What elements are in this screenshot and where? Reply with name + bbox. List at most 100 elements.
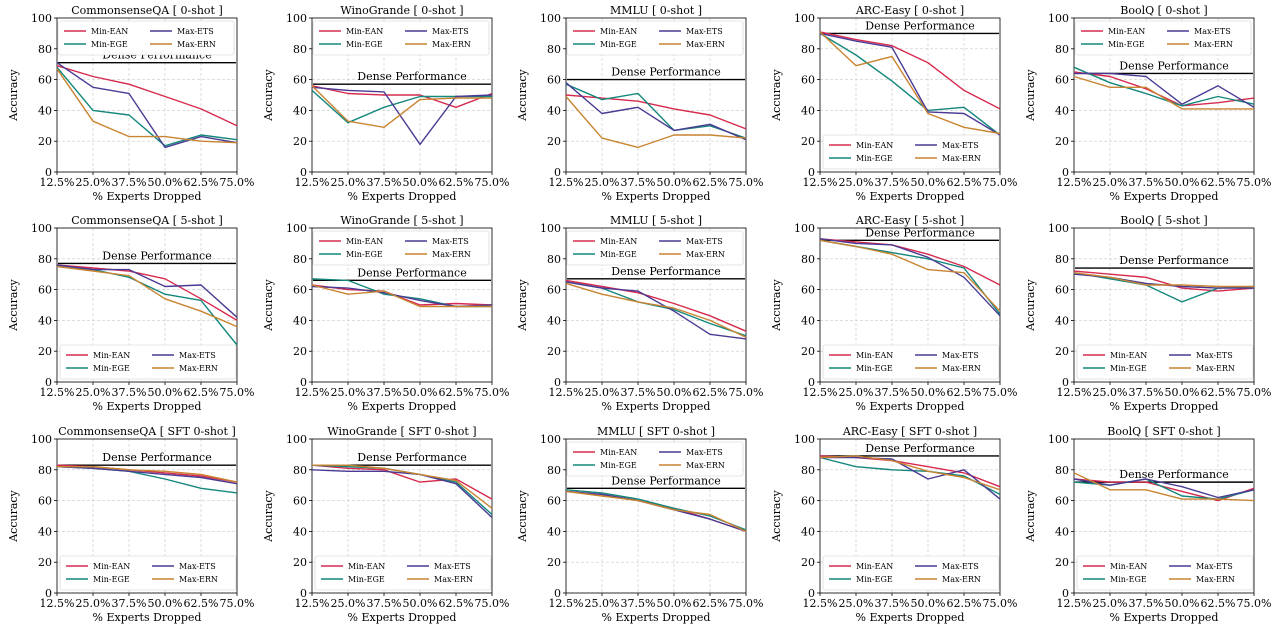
series-line-max-ets [819, 238, 1001, 317]
legend-entry: Max-ETS [432, 237, 469, 246]
x-tick-label: 12.5% [549, 386, 584, 399]
plot-frame [1073, 227, 1255, 383]
legend [312, 230, 490, 266]
x-tick-label: 75.0% [729, 597, 764, 610]
legend-entry: Min-EAN [1110, 351, 1147, 360]
y-axis-label: Accuracy [262, 68, 275, 121]
y-tick-label: 100 [540, 12, 561, 25]
x-axis-label: % Experts Dropped [348, 400, 457, 413]
legend-entry: Min-EGE [93, 364, 130, 373]
x-tick-label: 25.0% [76, 386, 111, 399]
x-tick-label: 12.5% [803, 597, 838, 610]
y-tick-label: 80 [801, 253, 815, 266]
y-tick-label: 80 [38, 464, 52, 477]
y-tick-label: 60 [293, 284, 307, 297]
x-tick-label: 25.0% [1093, 176, 1128, 189]
legend-entry: Max-ERN [432, 250, 471, 259]
x-tick-label: 37.5% [621, 176, 656, 189]
legend-entry: Min-EGE [600, 461, 637, 470]
legend-entry: Max-ERN [942, 154, 981, 163]
y-tick-label: 0 [45, 376, 52, 389]
x-tick-label: 25.0% [76, 597, 111, 610]
series-line-max-ets [56, 62, 238, 149]
x-axis-label: % Experts Dropped [856, 400, 965, 413]
subplot-title: CommonsenseQA [ 0-shot ] [71, 4, 223, 17]
subplot: CommonsenseQA [ 0-shot ] 0 20 40 60 80 100 12.5… [7, 4, 254, 203]
subplot: WinoGrande [ 0-shot ] 0 20 40 60 80 100 12.5% 25… [262, 4, 509, 203]
legend [1076, 344, 1254, 380]
subplot: MMLU [ 0-shot ] 0 20 40 60 80 100 12.5% 25.0% 37.… [516, 4, 763, 203]
x-tick-label: 50.0% [911, 176, 946, 189]
y-tick-label: 20 [38, 556, 52, 569]
x-tick-label: 37.5% [875, 176, 910, 189]
series-line-min-ean [565, 490, 747, 533]
x-axis-label: % Experts Dropped [602, 400, 711, 413]
series-line-min-ean [1073, 71, 1255, 107]
x-tick-label: 62.5% [947, 386, 982, 399]
series-line-max-ets [565, 281, 747, 340]
subplot: ARC-Easy [ SFT 0-shot ] 0 20 40 60 80 100 12.5%… [770, 425, 1017, 624]
x-tick-label: 12.5% [295, 386, 330, 399]
dense-label: Dense Performance [1119, 254, 1228, 267]
subplot: CommonsenseQA [ SFT 0-shot ] 0 20 40 60 80 100… [7, 425, 254, 624]
y-tick-label: 20 [1055, 556, 1069, 569]
x-tick-label: 75.0% [1237, 597, 1272, 610]
subplot-title: ARC-Easy [ 0-shot ] [855, 4, 964, 17]
y-tick-label: 40 [293, 104, 307, 117]
y-tick-label: 40 [801, 525, 815, 538]
series-line-min-ege [565, 489, 747, 531]
legend-entry: Max-ETS [179, 562, 216, 571]
x-tick-label: 25.0% [331, 176, 366, 189]
x-tick-label: 12.5% [803, 386, 838, 399]
legend [822, 134, 1000, 170]
x-tick-label: 12.5% [40, 386, 75, 399]
legend-entry: Max-ETS [942, 351, 979, 360]
legend-entry: Min-EAN [600, 448, 637, 457]
x-tick-label: 50.0% [403, 176, 438, 189]
dense-label: Dense Performance [1119, 59, 1228, 72]
y-tick-label: 80 [293, 253, 307, 266]
plot-frame [56, 17, 238, 173]
subplot-title: BoolQ [ 0-shot ] [1120, 4, 1207, 17]
x-tick-label: 75.0% [983, 597, 1018, 610]
y-tick-label: 100 [31, 12, 52, 25]
y-tick-label: 20 [801, 556, 815, 569]
y-tick-label: 60 [801, 74, 815, 87]
plot-frame [1073, 17, 1255, 173]
y-tick-label: 80 [38, 253, 52, 266]
plot-frame [56, 227, 238, 383]
x-tick-label: 25.0% [585, 386, 620, 399]
y-tick-label: 40 [38, 104, 52, 117]
x-tick-label: 75.0% [729, 176, 764, 189]
x-tick-label: 12.5% [549, 597, 584, 610]
x-tick-label: 12.5% [1057, 597, 1092, 610]
series-line-max-ern [56, 265, 238, 328]
y-axis-label: Accuracy [516, 489, 529, 542]
dense-label: Dense Performance [865, 442, 974, 455]
plot-frame [819, 17, 1001, 173]
x-tick-label: 25.0% [76, 176, 111, 189]
dense-label: Dense Performance [357, 266, 466, 279]
plot-frame [1073, 438, 1255, 594]
x-tick-label: 62.5% [184, 597, 219, 610]
y-tick-label: 40 [38, 314, 52, 327]
x-tick-label: 50.0% [657, 176, 692, 189]
legend-entry: Max-ERN [179, 575, 218, 584]
y-tick-label: 0 [45, 587, 52, 600]
y-tick-label: 100 [1048, 222, 1069, 235]
y-tick-label: 40 [1055, 104, 1069, 117]
y-tick-label: 40 [547, 525, 561, 538]
x-tick-label: 75.0% [729, 386, 764, 399]
subplot: WinoGrande [ 5-shot ] 0 20 40 60 80 100 12.5% 25… [262, 214, 509, 413]
x-tick-label: 37.5% [1129, 597, 1164, 610]
legend-entry: Min-EGE [856, 575, 893, 584]
y-tick-label: 100 [540, 433, 561, 446]
x-tick-label: 37.5% [1129, 386, 1164, 399]
y-axis-label: Accuracy [770, 68, 783, 121]
y-tick-label: 60 [38, 495, 52, 508]
series-line-min-ege [311, 278, 492, 308]
x-axis-label: % Experts Dropped [93, 190, 202, 203]
x-tick-label: 50.0% [1165, 386, 1200, 399]
x-tick-label: 62.5% [439, 597, 474, 610]
y-tick-label: 60 [1055, 74, 1069, 87]
